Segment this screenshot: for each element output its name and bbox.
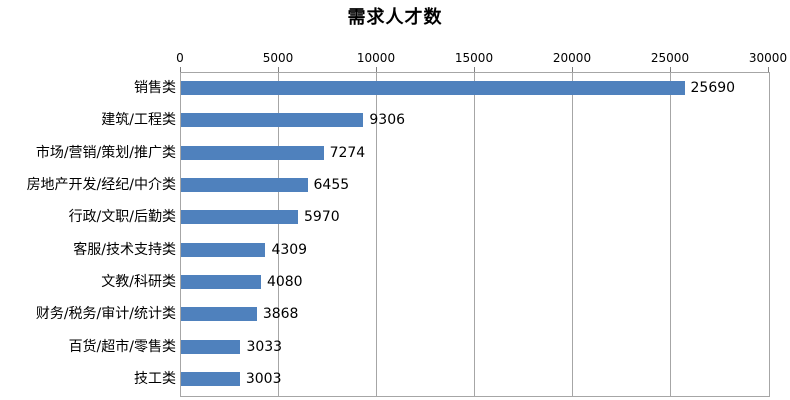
x-axis-tick-mark: [572, 67, 573, 72]
data-label: 7274: [329, 144, 366, 161]
data-label: 4080: [266, 273, 303, 290]
x-axis-tick-mark: [278, 67, 279, 72]
bar-0: [181, 81, 685, 96]
x-axis-tick-label: 20000: [552, 51, 592, 65]
bar-4: [181, 210, 298, 225]
category-label: 建筑/工程类: [101, 112, 176, 129]
x-axis-tick-label: 30000: [748, 51, 788, 65]
gridline: [278, 73, 279, 396]
data-label: 3868: [262, 306, 299, 323]
bar-1: [181, 113, 364, 128]
category-label: 行政/文职/后勤类: [68, 209, 176, 226]
gridline: [670, 73, 671, 396]
plot-area: [180, 72, 770, 397]
gridline: [572, 73, 573, 396]
x-axis-tick-label: 25000: [650, 51, 690, 65]
x-axis-tick-label: 5000: [262, 51, 294, 65]
category-label: 百货/超市/零售类: [68, 338, 176, 355]
x-axis-tick-mark: [376, 67, 377, 72]
x-axis-tick-label: 0: [176, 51, 184, 65]
data-label: 4309: [271, 241, 308, 258]
bar-3: [181, 178, 308, 193]
data-label: 3003: [245, 370, 282, 387]
data-label: 5970: [304, 209, 340, 226]
category-label: 客服/技术支持类: [73, 241, 176, 258]
gridline: [474, 73, 475, 396]
category-label: 技工类: [134, 370, 176, 387]
x-axis-tick-label: 15000: [454, 51, 494, 65]
data-label: 9306: [369, 112, 406, 129]
x-axis-tick-label: 10000: [356, 51, 396, 65]
category-label: 市场/营销/策划/推广类: [35, 144, 176, 161]
x-axis-tick-mark: [180, 67, 181, 72]
gridline: [376, 73, 377, 396]
bar-7: [181, 307, 257, 322]
category-label: 房地产开发/经纪/中介类: [26, 177, 176, 194]
bar-9: [181, 371, 240, 386]
category-label: 文教/科研类: [101, 273, 176, 290]
bar-2: [181, 145, 324, 160]
x-axis-tick-mark: [768, 67, 769, 72]
data-label: 6455: [313, 177, 350, 194]
data-label: 3033: [246, 338, 283, 355]
category-label: 销售类: [134, 80, 176, 97]
chart-title: 需求人才数: [347, 7, 443, 28]
category-label: 财务/税务/审计/统计类: [35, 306, 176, 323]
x-axis-tick-mark: [474, 67, 475, 72]
data-label: 25690: [690, 80, 736, 97]
bar-5: [181, 242, 266, 257]
bar-8: [181, 339, 241, 354]
x-axis-tick-mark: [670, 67, 671, 72]
bar-6: [181, 274, 261, 289]
